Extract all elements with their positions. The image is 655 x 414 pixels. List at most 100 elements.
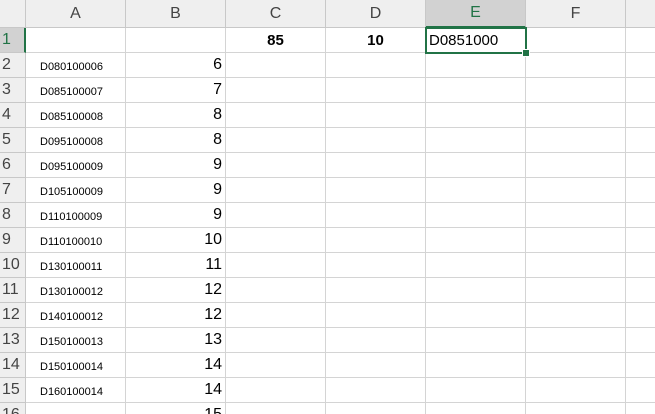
cell[interactable]	[426, 78, 526, 103]
cell[interactable]: 14	[126, 378, 226, 403]
cell[interactable]	[526, 78, 626, 103]
cell[interactable]	[226, 103, 326, 128]
cell[interactable]: 14	[126, 353, 226, 378]
cell[interactable]	[326, 328, 426, 353]
cell[interactable]: 8	[126, 103, 226, 128]
cell[interactable]	[626, 78, 655, 103]
cell[interactable]	[526, 403, 626, 414]
cell[interactable]	[326, 128, 426, 153]
cell[interactable]	[526, 228, 626, 253]
cell[interactable]	[226, 228, 326, 253]
cell[interactable]	[526, 28, 626, 53]
column-header[interactable]: F	[526, 0, 626, 28]
cell[interactable]: D085100007	[26, 78, 126, 103]
cell[interactable]	[326, 203, 426, 228]
cell[interactable]	[526, 178, 626, 203]
cell[interactable]	[626, 278, 655, 303]
cell[interactable]: D160100014	[26, 378, 126, 403]
cell[interactable]	[526, 53, 626, 78]
row-header[interactable]: 5	[0, 128, 26, 153]
cell[interactable]	[426, 378, 526, 403]
cell[interactable]: D095100008	[26, 128, 126, 153]
cell[interactable]	[626, 28, 655, 53]
cell[interactable]: D0851000	[426, 28, 526, 53]
cell[interactable]	[226, 328, 326, 353]
select-all[interactable]	[0, 0, 26, 28]
row-header[interactable]: 15	[0, 378, 26, 403]
cell[interactable]	[226, 53, 326, 78]
cell[interactable]: D110100009	[26, 203, 126, 228]
cell[interactable]: D150100014	[26, 353, 126, 378]
cell[interactable]	[526, 303, 626, 328]
cell[interactable]	[226, 253, 326, 278]
cell[interactable]	[426, 128, 526, 153]
column-header[interactable]: E	[426, 0, 526, 28]
cell[interactable]	[226, 303, 326, 328]
cell[interactable]	[326, 253, 426, 278]
cell[interactable]	[526, 103, 626, 128]
cell[interactable]	[226, 128, 326, 153]
cell[interactable]: D110100010	[26, 228, 126, 253]
cell[interactable]: 9	[126, 178, 226, 203]
cell[interactable]	[326, 353, 426, 378]
cell[interactable]	[526, 153, 626, 178]
row-header[interactable]: 7	[0, 178, 26, 203]
row-header[interactable]: 10	[0, 253, 26, 278]
cell[interactable]: D085100008	[26, 103, 126, 128]
cell[interactable]	[626, 328, 655, 353]
row-header[interactable]: 12	[0, 303, 26, 328]
cell[interactable]	[326, 178, 426, 203]
cell[interactable]	[326, 153, 426, 178]
cell[interactable]	[626, 378, 655, 403]
cell[interactable]	[326, 378, 426, 403]
row-header[interactable]: 8	[0, 203, 26, 228]
row-header[interactable]: 6	[0, 153, 26, 178]
cell[interactable]	[526, 328, 626, 353]
column-header[interactable]: D	[326, 0, 426, 28]
cell[interactable]	[226, 78, 326, 103]
cell[interactable]	[26, 403, 126, 414]
cell[interactable]	[426, 353, 526, 378]
cell[interactable]: 10	[126, 228, 226, 253]
cell[interactable]	[626, 403, 655, 414]
cell[interactable]	[626, 353, 655, 378]
cell[interactable]: 12	[126, 303, 226, 328]
cell[interactable]	[426, 278, 526, 303]
cell[interactable]: 12	[126, 278, 226, 303]
row-header[interactable]: 14	[0, 353, 26, 378]
row-header[interactable]: 11	[0, 278, 26, 303]
row-header[interactable]: 13	[0, 328, 26, 353]
cell[interactable]: 11	[126, 253, 226, 278]
cell[interactable]: 85	[226, 28, 326, 53]
cell[interactable]	[426, 203, 526, 228]
cell[interactable]: D080100006	[26, 53, 126, 78]
cell[interactable]: 9	[126, 203, 226, 228]
cell[interactable]: D130100012	[26, 278, 126, 303]
cell[interactable]	[426, 253, 526, 278]
cell[interactable]	[226, 203, 326, 228]
cell[interactable]	[526, 353, 626, 378]
row-header[interactable]: 4	[0, 103, 26, 128]
cell[interactable]: 13	[126, 328, 226, 353]
cell[interactable]	[526, 128, 626, 153]
cell[interactable]	[526, 253, 626, 278]
cell[interactable]	[626, 203, 655, 228]
column-header[interactable]: A	[26, 0, 126, 28]
cell[interactable]	[426, 178, 526, 203]
column-header[interactable]: B	[126, 0, 226, 28]
row-header[interactable]: 3	[0, 78, 26, 103]
cell[interactable]	[226, 178, 326, 203]
cell[interactable]: 15	[126, 403, 226, 414]
cell[interactable]	[426, 228, 526, 253]
cell[interactable]	[526, 203, 626, 228]
cell[interactable]	[326, 228, 426, 253]
cell[interactable]: D105100009	[26, 178, 126, 203]
cell[interactable]	[326, 278, 426, 303]
cell[interactable]	[326, 103, 426, 128]
cell[interactable]	[326, 403, 426, 414]
fill-handle[interactable]	[522, 49, 530, 57]
cell[interactable]: 9	[126, 153, 226, 178]
cell[interactable]	[626, 153, 655, 178]
cell[interactable]	[226, 403, 326, 414]
cell[interactable]: 8	[126, 128, 226, 153]
